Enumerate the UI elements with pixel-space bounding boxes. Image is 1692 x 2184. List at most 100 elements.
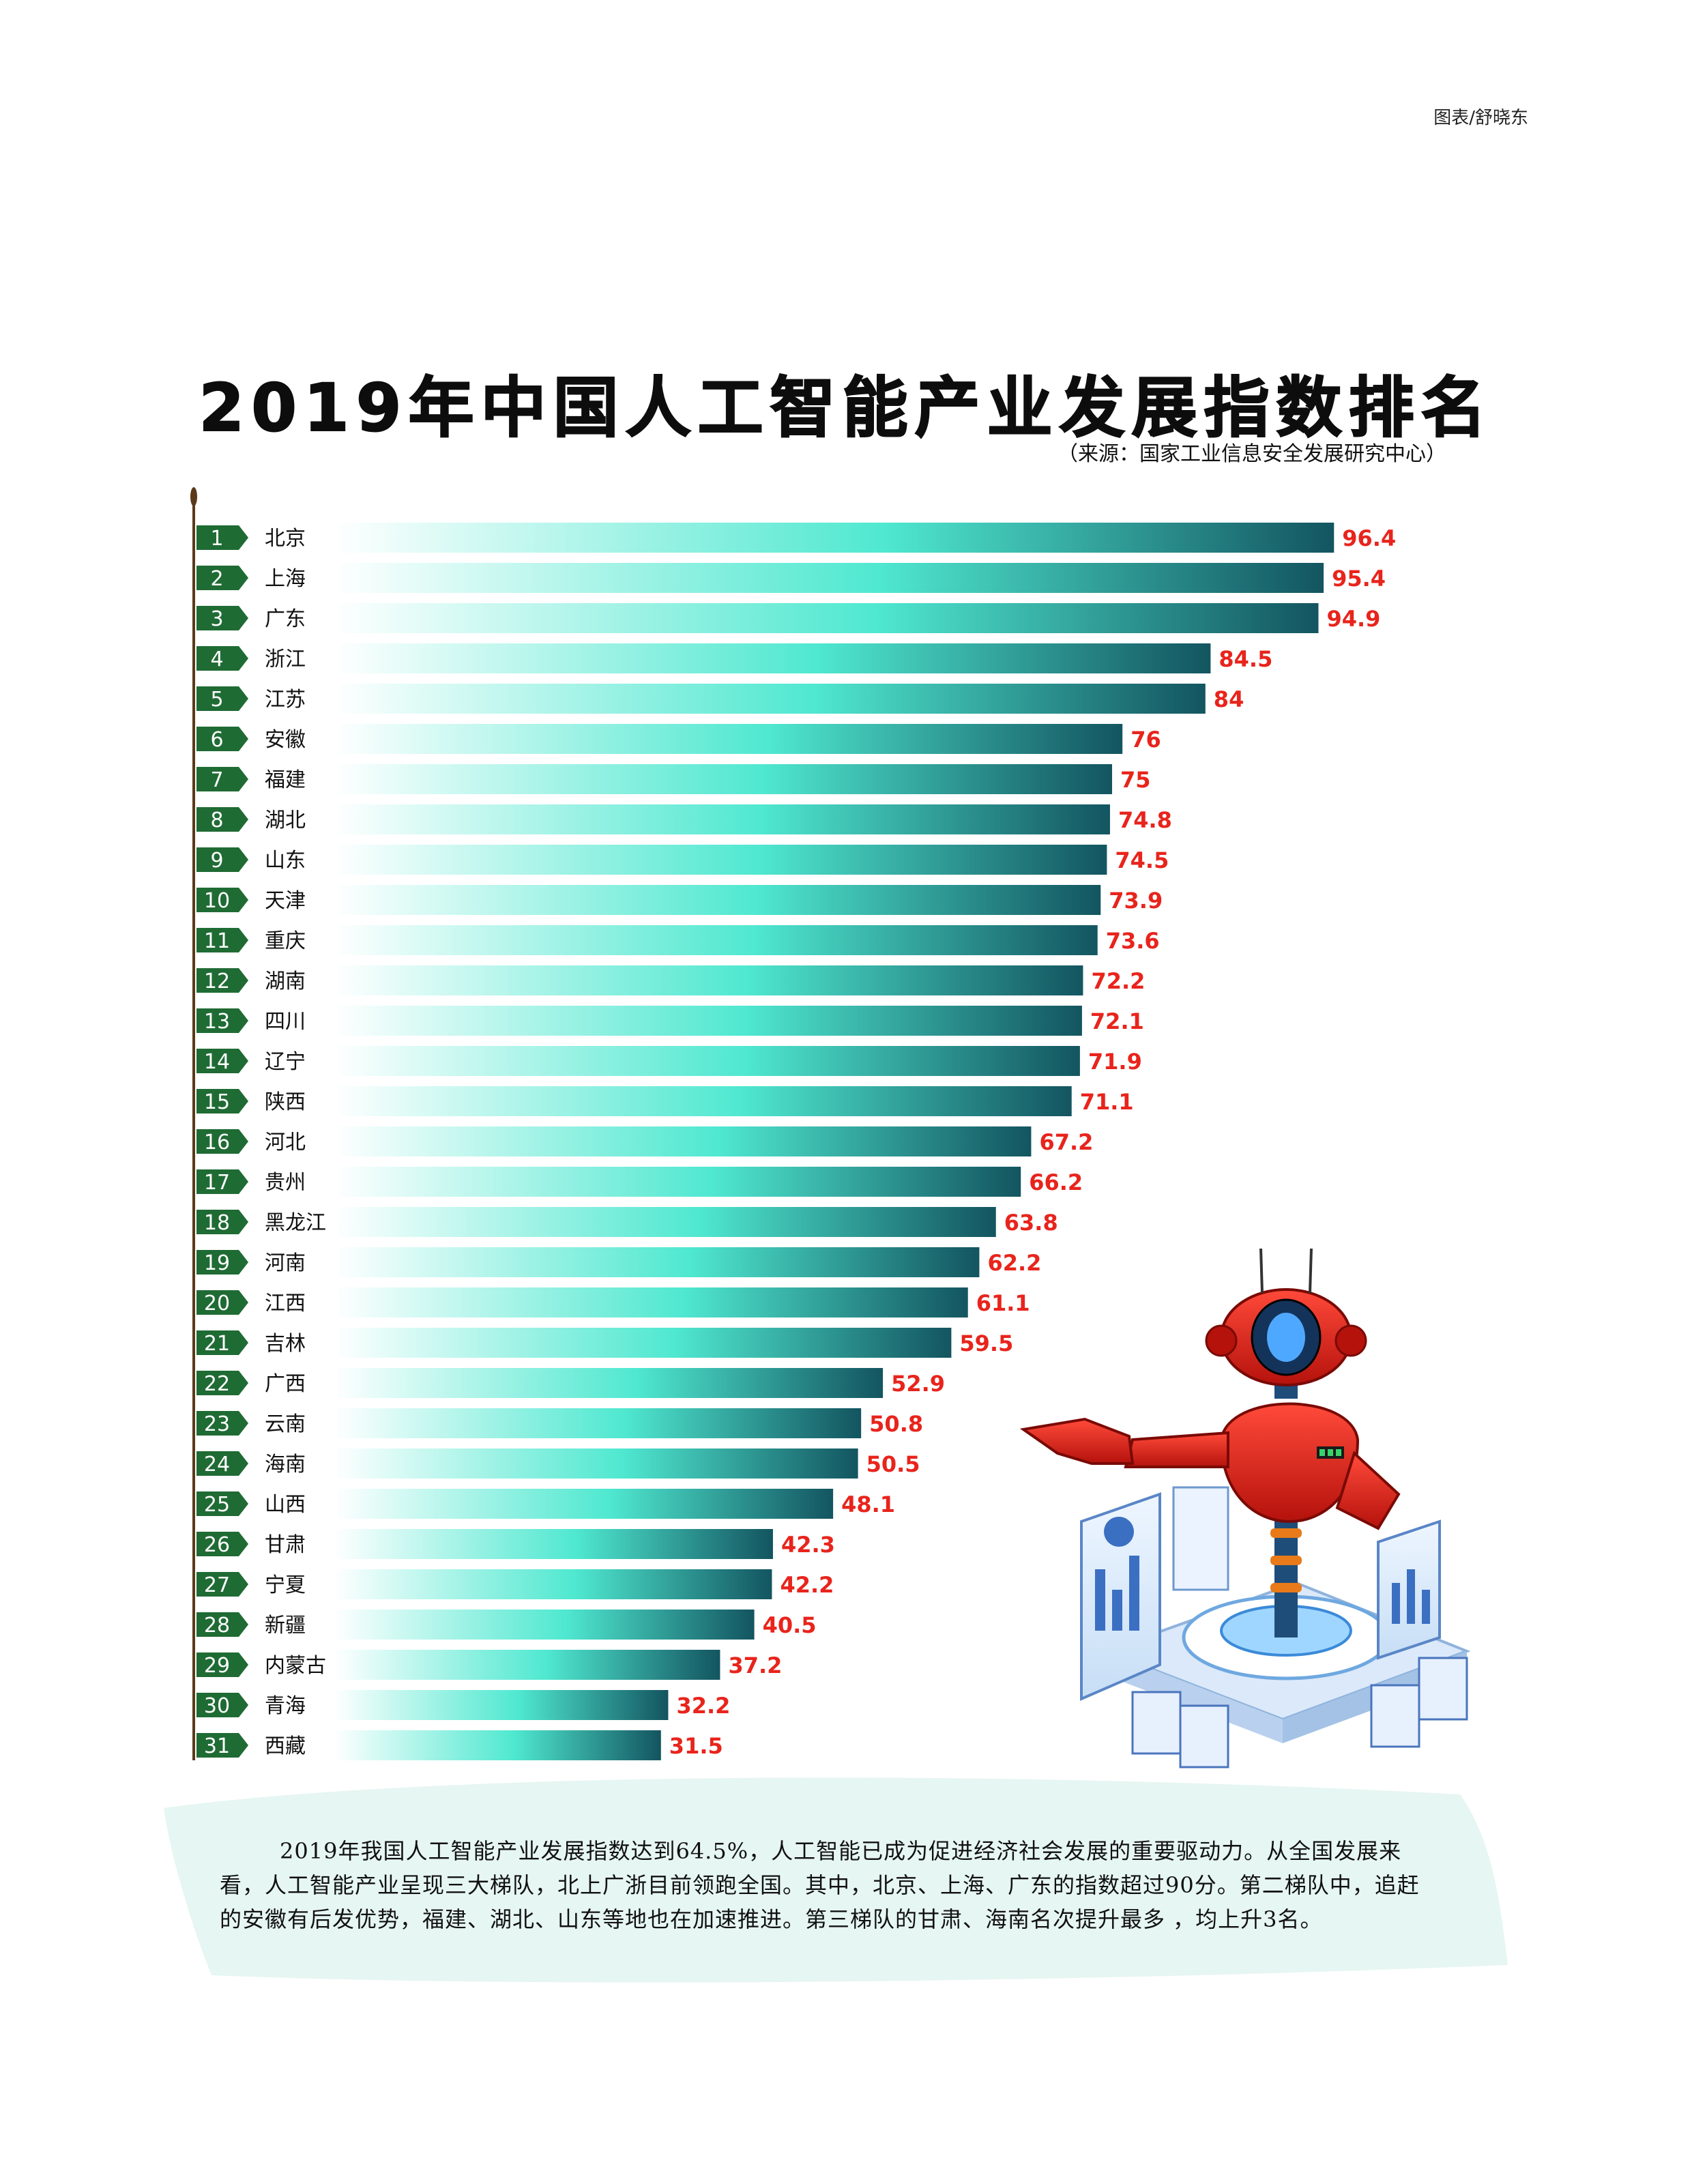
rank-badge <box>196 968 248 993</box>
rank-badge <box>196 1491 248 1516</box>
category-label: 陕西 <box>265 1090 306 1114</box>
value-label: 71.9 <box>1088 1049 1142 1075</box>
bar <box>334 885 1101 915</box>
value-label: 73.6 <box>1106 928 1160 954</box>
category-label: 广西 <box>265 1372 306 1396</box>
bar <box>334 1610 755 1640</box>
rank-badge <box>196 1008 248 1033</box>
value-label: 84 <box>1214 686 1244 712</box>
category-label: 浙江 <box>265 647 306 671</box>
rank-badge <box>196 646 248 671</box>
rank-label: 5 <box>210 688 223 712</box>
chart-title: 2019年中国人工智能产业发展指数排名 <box>198 369 1493 447</box>
category-label: 重庆 <box>265 929 306 953</box>
rank-badge <box>196 928 248 952</box>
category-label: 内蒙古 <box>265 1654 326 1678</box>
bar <box>334 1167 1021 1197</box>
bar <box>334 1046 1080 1076</box>
bar <box>334 1368 884 1398</box>
rank-label: 14 <box>204 1050 230 1074</box>
rank-label: 6 <box>210 728 223 752</box>
rank-badge <box>196 1210 248 1234</box>
category-label: 北京 <box>265 527 306 551</box>
rank-label: 17 <box>204 1171 230 1195</box>
category-label: 广东 <box>265 607 306 631</box>
value-label: 95.4 <box>1332 566 1386 592</box>
category-label: 云南 <box>265 1412 306 1436</box>
rank-badge <box>196 1411 248 1436</box>
rank-label: 27 <box>204 1573 230 1597</box>
rank-label: 26 <box>204 1533 230 1557</box>
data-source: （来源：国家工业信息安全发展研究中心） <box>1058 442 1446 466</box>
rank-label: 20 <box>204 1292 230 1315</box>
value-label: 72.2 <box>1091 968 1145 994</box>
value-label: 59.5 <box>959 1330 1013 1356</box>
bar <box>334 1126 1032 1156</box>
value-label: 31.5 <box>669 1733 723 1759</box>
value-label: 74.5 <box>1115 847 1169 873</box>
value-label: 61.1 <box>976 1290 1030 1316</box>
category-label: 安徽 <box>265 728 306 752</box>
rank-badge <box>196 1532 248 1556</box>
value-label: 84.5 <box>1219 646 1272 672</box>
bar <box>334 1328 952 1358</box>
category-label: 海南 <box>265 1453 306 1476</box>
value-label: 73.9 <box>1109 888 1163 914</box>
rank-badge <box>196 1049 248 1073</box>
category-label: 河南 <box>265 1251 306 1275</box>
value-label: 48.1 <box>841 1491 895 1517</box>
rank-label: 15 <box>204 1090 230 1114</box>
bar <box>334 1690 669 1720</box>
rank-badge <box>196 686 248 711</box>
rank-badge <box>196 807 248 832</box>
bar <box>334 684 1206 714</box>
rank-badge <box>196 727 248 751</box>
value-label: 74.8 <box>1118 807 1172 833</box>
rank-label: 3 <box>210 607 223 631</box>
rank-label: 24 <box>204 1453 230 1476</box>
category-label: 山东 <box>265 849 306 873</box>
category-label: 辽宁 <box>265 1050 306 1074</box>
bar <box>334 965 1083 995</box>
category-label: 天津 <box>265 889 306 913</box>
rank-badge <box>196 1733 248 1758</box>
rank-badge <box>196 1129 248 1154</box>
category-label: 江苏 <box>265 688 306 712</box>
rank-badge <box>196 566 248 590</box>
bar <box>334 1287 968 1317</box>
bar <box>334 1247 980 1277</box>
rank-label: 25 <box>204 1493 230 1517</box>
value-label: 72.1 <box>1090 1008 1144 1034</box>
category-label: 吉林 <box>265 1332 306 1356</box>
category-label: 青海 <box>265 1694 306 1718</box>
value-label: 62.2 <box>987 1250 1041 1276</box>
rank-label: 19 <box>204 1251 230 1275</box>
rank-label: 29 <box>204 1654 230 1678</box>
category-label: 黑龙江 <box>265 1211 326 1235</box>
category-label: 贵州 <box>265 1171 306 1195</box>
bar <box>334 1086 1072 1116</box>
value-label: 42.3 <box>781 1532 835 1558</box>
bar <box>334 1730 661 1760</box>
category-label: 新疆 <box>265 1614 306 1637</box>
rank-label: 8 <box>210 809 223 832</box>
rank-badge <box>196 767 248 791</box>
bar <box>334 1489 834 1519</box>
axis-tip <box>190 487 197 506</box>
rank-label: 31 <box>204 1734 230 1758</box>
rank-badge <box>196 1371 248 1395</box>
rank-label: 21 <box>204 1332 230 1356</box>
bar <box>334 724 1123 754</box>
value-label: 40.5 <box>763 1612 817 1638</box>
bar <box>334 1529 773 1559</box>
category-label: 西藏 <box>265 1734 306 1758</box>
value-label: 67.2 <box>1039 1129 1093 1155</box>
rank-label: 12 <box>204 970 230 993</box>
category-label: 上海 <box>265 567 306 591</box>
bar <box>334 764 1112 794</box>
bar <box>334 1006 1082 1036</box>
rank-label: 4 <box>210 647 223 671</box>
value-label: 71.1 <box>1080 1089 1134 1115</box>
